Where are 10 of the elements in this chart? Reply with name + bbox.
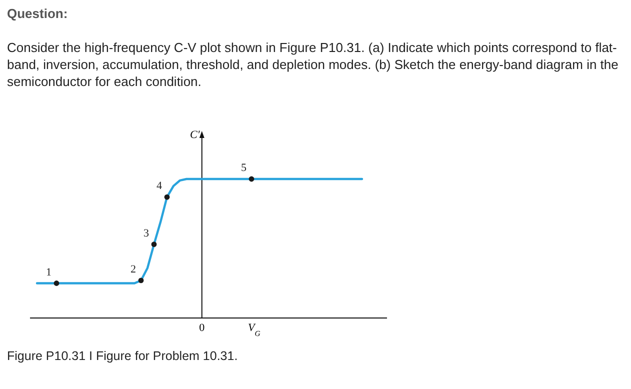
annotation: 3 <box>144 227 150 240</box>
annotation: 4 <box>156 180 162 192</box>
annotation: 2 <box>130 263 136 276</box>
x-axis-title: V$_{G}$ <box>248 322 261 338</box>
chart-subtitle: Consider the high-frequency C-V plot shown in Figure P10.31. (a) Indicate which points correspond to flat-band, inversion, accumulation, threshold, and depletion modes. (b) Sketch the energy-band diagram in the semiconductor for each condition. <box>7 39 620 90</box>
chart-title: Question: <box>7 6 68 21</box>
text: 0 <box>199 322 206 334</box>
annotation: 1 <box>46 266 52 278</box>
y-axis-title: C′ <box>190 129 200 141</box>
caption: Figure P10.31 I Figure for Problem 10.31. <box>7 349 238 363</box>
